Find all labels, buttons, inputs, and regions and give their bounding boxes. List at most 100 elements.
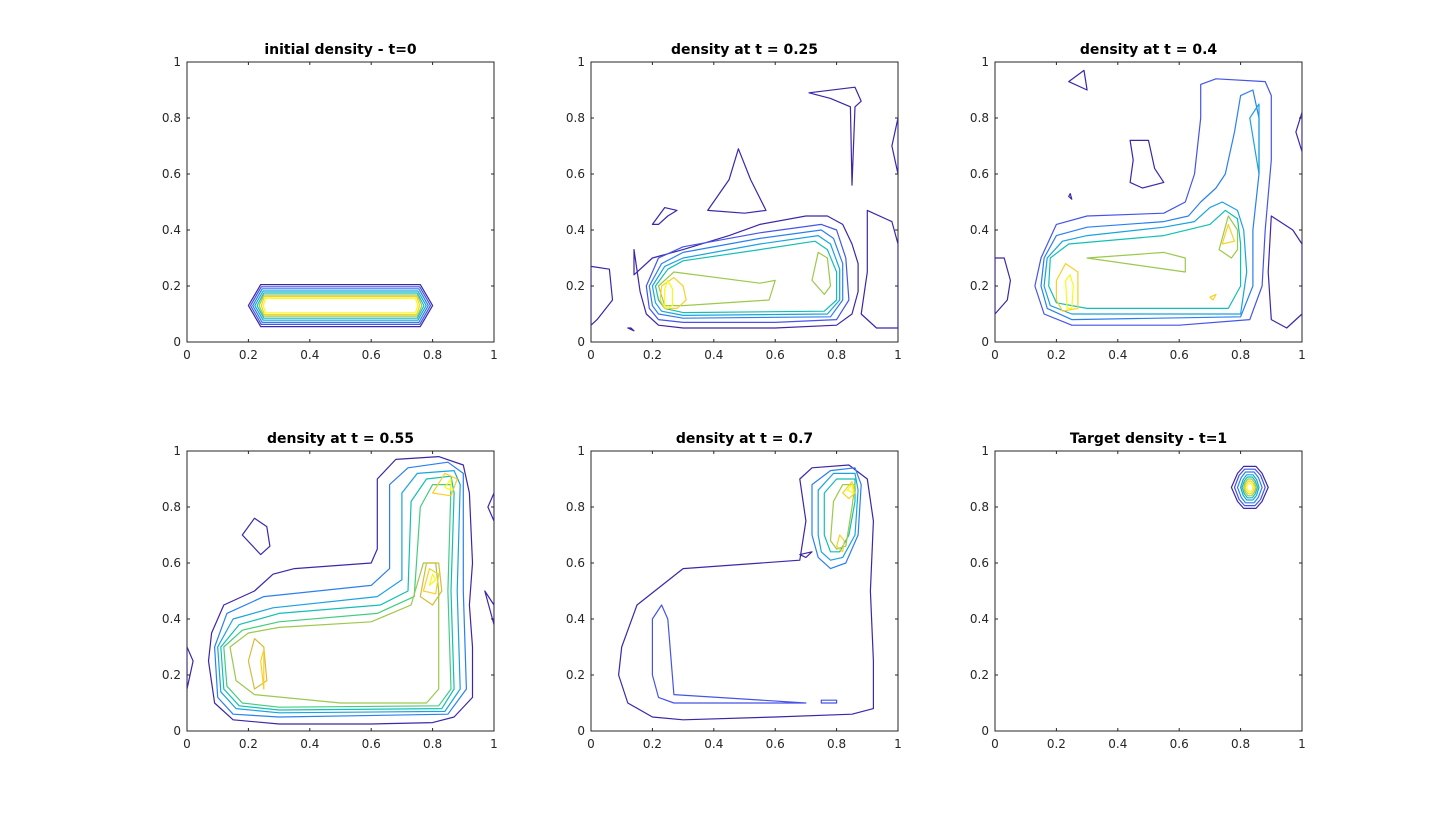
contour-line	[1221, 223, 1236, 245]
x-tick-label: 1	[490, 737, 498, 751]
y-tick-label: 0.4	[566, 223, 585, 237]
contour-line	[811, 467, 862, 570]
y-tick-label: 0.4	[162, 223, 181, 237]
contour-line	[1034, 78, 1272, 326]
contour-line	[444, 478, 452, 491]
contour-line	[835, 534, 845, 553]
y-tick-label: 0.8	[162, 500, 181, 514]
contour-line	[891, 117, 898, 175]
contour-line	[995, 257, 1012, 315]
contour-line	[207, 456, 474, 725]
contour-line	[428, 573, 437, 587]
contour-line	[1218, 215, 1239, 259]
contour-line	[1239, 474, 1260, 501]
y-tick-label: 0.6	[162, 167, 181, 181]
contour-line	[1233, 468, 1266, 507]
y-tick-label: 0.4	[970, 612, 989, 626]
contour-line	[829, 484, 856, 550]
contour-line	[260, 649, 265, 690]
x-tick-label: 0.4	[704, 348, 723, 362]
subplot-3: 0 0.2 0.4 0.6 0.8 1 0 0.2 0.4 0.6 0.8 1 density at t…	[970, 42, 1306, 362]
contour-line	[1129, 139, 1165, 189]
contour-line	[817, 472, 859, 561]
contour-line	[651, 604, 807, 704]
x-tick-label: 0.4	[300, 737, 319, 751]
contour-line	[214, 461, 467, 718]
contour-line	[617, 464, 875, 721]
subplot-title: initial density - t=0	[264, 42, 417, 58]
contour-line	[651, 235, 841, 316]
y-tick-label: 1	[577, 444, 585, 458]
y-tick-label: 1	[981, 444, 989, 458]
x-tick-label: 0.4	[1108, 737, 1127, 751]
contour-line	[241, 517, 271, 556]
contour-line	[254, 290, 427, 321]
contour-line	[260, 296, 421, 316]
contour-line	[1246, 482, 1254, 493]
x-tick-label: 0	[991, 737, 999, 751]
contour-line	[651, 207, 678, 225]
contour-line	[229, 562, 440, 704]
x-tick-label: 0.4	[1108, 348, 1127, 362]
contour-line	[1055, 263, 1079, 312]
contour-line	[842, 481, 856, 500]
contour-line	[432, 472, 458, 497]
x-tick-label: 0.4	[300, 348, 319, 362]
contour-line	[252, 288, 429, 323]
y-tick-label: 0.6	[970, 167, 989, 181]
x-tick-label: 0.2	[643, 737, 662, 751]
contour-line	[1043, 201, 1248, 315]
subplot-6: 0 0.2 0.4 0.6 0.8 1 0 0.2 0.4 0.6 0.8 1 Target densi…	[970, 431, 1306, 751]
contour-line	[1236, 471, 1263, 504]
contour-line	[648, 229, 844, 319]
contour-line	[1068, 69, 1088, 91]
subplot-2: 0 0.2 0.4 0.6 0.8 1 0 0.2 0.4 0.6 0.8 1 density at t…	[566, 42, 902, 362]
x-tick-label: 0.8	[423, 737, 442, 751]
contour-line	[860, 209, 898, 329]
y-tick-label: 0.8	[970, 111, 989, 125]
y-tick-label: 0.4	[162, 612, 181, 626]
y-tick-label: 0	[577, 724, 585, 738]
x-tick-label: 0	[587, 348, 595, 362]
contour-line	[823, 478, 856, 553]
contour-line	[633, 215, 859, 329]
axes-frame	[186, 450, 495, 732]
contour-line	[247, 284, 434, 328]
y-tick-label: 1	[981, 55, 989, 69]
x-tick-label: 0.6	[1170, 737, 1189, 751]
y-tick-label: 0.2	[566, 668, 585, 682]
contour-group	[591, 86, 898, 332]
contour-line	[1040, 89, 1260, 321]
x-tick-label: 0.2	[643, 348, 662, 362]
contour-line	[220, 475, 455, 711]
contour-line	[591, 265, 614, 326]
x-tick-label: 0.4	[704, 737, 723, 751]
y-tick-label: 0.2	[970, 279, 989, 293]
contour-line	[1230, 465, 1269, 509]
subplot-title: density at t = 0.55	[267, 431, 414, 447]
x-tick-label: 0	[183, 348, 191, 362]
contour-line	[664, 279, 674, 309]
contour-line	[707, 148, 767, 214]
contour-line	[217, 470, 461, 714]
y-tick-label: 0.8	[162, 111, 181, 125]
y-tick-label: 0.2	[970, 668, 989, 682]
contour-group	[187, 456, 494, 725]
contour-group	[617, 464, 875, 721]
x-tick-label: 0.8	[1231, 348, 1250, 362]
subplot-title: density at t = 0.25	[671, 42, 818, 58]
y-tick-label: 1	[173, 55, 181, 69]
axes-frame	[994, 61, 1303, 343]
contour-line	[811, 251, 832, 295]
x-tick-label: 1	[1298, 348, 1306, 362]
contour-line	[262, 297, 419, 314]
axes-frame	[590, 450, 899, 732]
x-tick-label: 0.6	[362, 348, 381, 362]
subplot-title: density at t = 0.7	[676, 431, 813, 447]
x-tick-label: 0.6	[766, 737, 785, 751]
y-tick-label: 0.8	[566, 111, 585, 125]
y-tick-label: 0	[577, 335, 585, 349]
contour-line	[422, 567, 440, 595]
contour-line	[846, 484, 855, 494]
y-tick-label: 0.4	[970, 223, 989, 237]
